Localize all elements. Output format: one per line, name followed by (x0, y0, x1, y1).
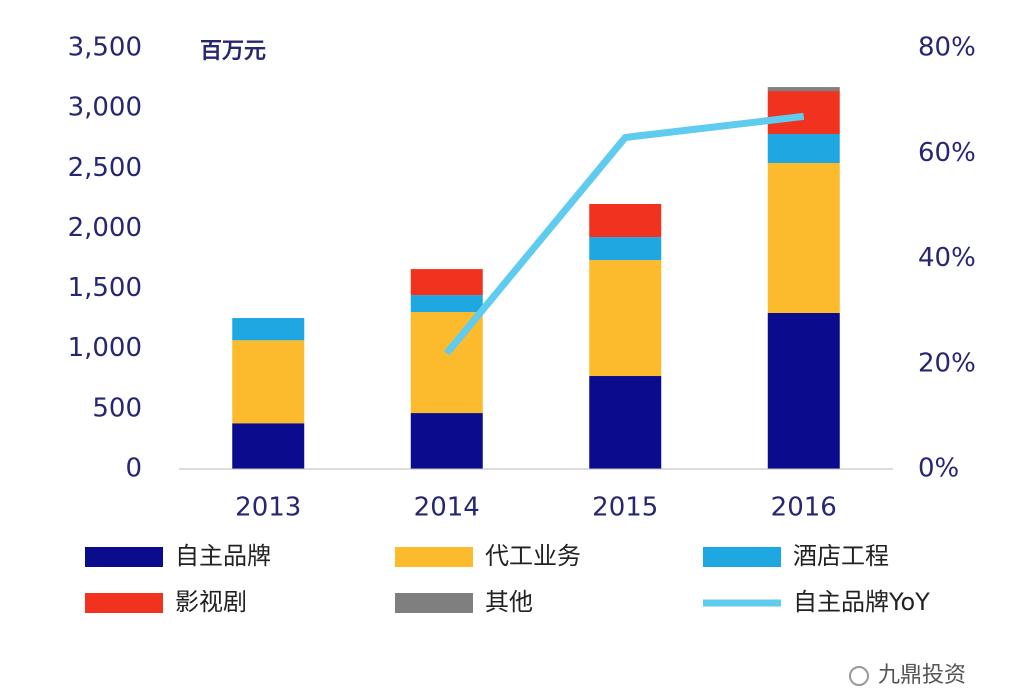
legend-label: 自主品牌YoY (793, 588, 930, 616)
bar-segment (410, 295, 483, 313)
legend-swatch (85, 593, 163, 613)
bar-segment (767, 87, 840, 92)
bar-segment (589, 237, 662, 261)
x-tick-label: 2016 (771, 493, 837, 523)
y-tick-label: 3,000 (68, 93, 142, 123)
y-tick-label: 1,500 (68, 273, 142, 303)
legend-label: 酒店工程 (793, 542, 889, 570)
unit-label: 百万元 (200, 39, 266, 64)
y-tick-label: 1,000 (68, 333, 142, 363)
legend-label: 代工业务 (485, 542, 581, 570)
x-tick-label: 2014 (414, 493, 480, 523)
bar-segment (232, 318, 305, 341)
legend-swatch (703, 547, 781, 567)
y-tick-label: 0 (125, 454, 142, 484)
bar-segment (232, 340, 305, 424)
bar-segment (410, 413, 483, 469)
x-tick-label: 2013 (235, 493, 301, 523)
y2-tick-label: 40% (918, 243, 976, 273)
y-tick-label: 2,500 (68, 153, 142, 183)
legend-swatch (395, 547, 473, 567)
x-tick-label: 2015 (592, 493, 658, 523)
bar-segment (589, 260, 662, 377)
y2-tick-label: 80% (918, 33, 976, 63)
legend-label: 影视剧 (175, 588, 247, 616)
line-series (444, 112, 805, 356)
bar-segment (767, 162, 840, 313)
y2-tick-label: 60% (918, 138, 976, 168)
legend-swatch (395, 593, 473, 613)
y2-tick-label: 0% (918, 454, 959, 484)
bar-segment (767, 134, 840, 163)
bar-segment (767, 91, 840, 135)
y-tick-label: 3,500 (68, 33, 142, 63)
bar-segment (589, 376, 662, 469)
bar-segment (410, 269, 483, 296)
watermark: 九鼎投资 (878, 663, 966, 688)
bar-segment (232, 423, 305, 469)
y-tick-label: 2,000 (68, 213, 142, 243)
legend-swatch (85, 547, 163, 567)
watermark-icon (849, 666, 869, 686)
bar-segment (589, 204, 662, 238)
legend-label: 自主品牌 (175, 542, 271, 570)
y-tick-label: 500 (92, 393, 142, 423)
legend-label: 其他 (485, 588, 533, 616)
y2-tick-label: 20% (918, 348, 976, 378)
bar-segment (767, 312, 840, 469)
